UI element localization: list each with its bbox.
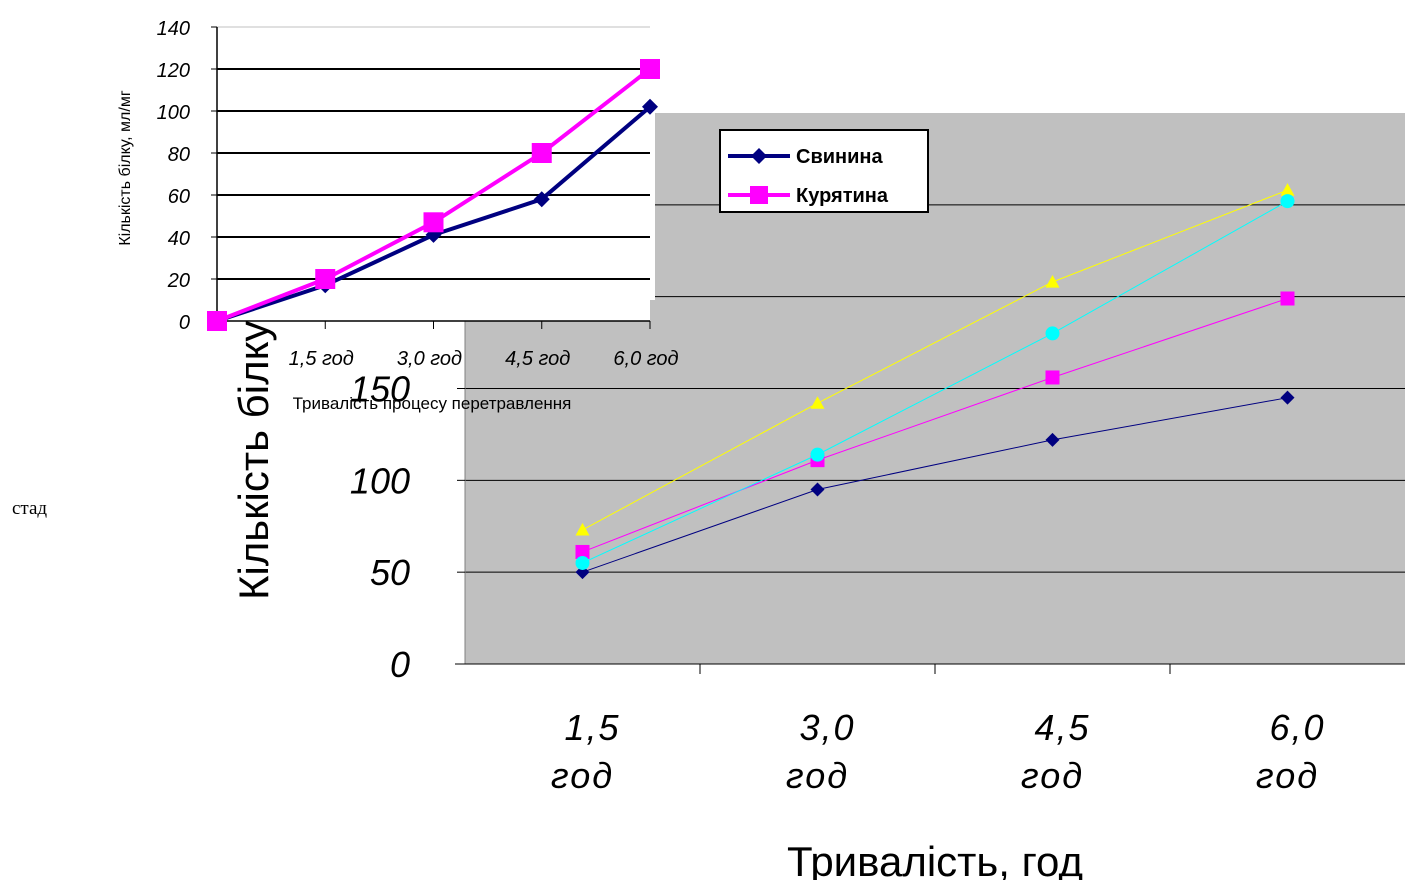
x-tick-label: 4,5 год — [505, 348, 570, 370]
series-line — [582, 298, 1288, 553]
y-tick-label: 120 — [157, 60, 190, 82]
stray-text: стад — [12, 498, 48, 519]
data-point — [810, 396, 825, 409]
x-tick-label: 1,5 — [564, 707, 620, 748]
series-line — [582, 200, 1288, 564]
data-point — [575, 544, 590, 559]
x-axis-title: Тривалість процесу перетравлення — [293, 394, 572, 413]
data-point — [533, 191, 550, 208]
legend: Свинина Курятина — [719, 129, 929, 213]
series-line — [582, 397, 1288, 573]
y-tick-label: 60 — [168, 186, 190, 208]
data-point — [1280, 390, 1295, 405]
y-tick-label: 100 — [157, 102, 190, 124]
y-axis-title: Кількість білку, мл/мг — [117, 90, 134, 246]
x-tick-label: год — [1021, 755, 1084, 796]
legend-marker — [750, 186, 768, 204]
data-point — [1280, 291, 1295, 306]
data-point — [315, 269, 336, 289]
legend-label: Свинина — [796, 146, 883, 168]
data-point — [1045, 370, 1060, 385]
data-point — [640, 59, 660, 79]
data-point — [810, 482, 825, 497]
small-chart: 0 20 40 60 80 100 120 140 1,5 год 3,0 год 4,5 год 6… — [0, 0, 929, 413]
data-point — [1045, 326, 1060, 341]
y-tick-label: 80 — [168, 144, 190, 166]
x-tick-label: 6,0 — [1269, 707, 1325, 748]
data-point — [531, 143, 552, 163]
series-line — [582, 189, 1288, 531]
data-point — [1280, 194, 1295, 209]
y-tick-label: 20 — [167, 270, 190, 292]
x-tick-label: год — [786, 755, 849, 796]
x-tick-label: 3,0 год — [397, 348, 462, 370]
y-axis-title: Кількість білку — [230, 321, 277, 600]
x-tick-label: год — [1256, 755, 1319, 796]
y-tick-label: 100 — [350, 460, 410, 501]
plot-area — [217, 27, 650, 321]
data-point — [1045, 274, 1060, 288]
y-tick-label: 150 — [350, 369, 410, 410]
x-tick-label: год — [551, 755, 614, 796]
data-point — [1045, 432, 1060, 447]
y-tick-label: 40 — [168, 228, 190, 250]
data-point — [575, 522, 590, 536]
data-point — [810, 447, 825, 462]
y-tick-label: 0 — [390, 644, 410, 685]
x-tick-label: 3,0 — [799, 707, 855, 748]
data-point — [642, 98, 658, 115]
legend-label: Курятина — [796, 185, 889, 207]
data-point — [575, 555, 590, 570]
data-point — [1280, 183, 1295, 196]
x-axis-title: Тривалість, год — [787, 838, 1083, 880]
legend-marker — [751, 148, 767, 164]
x-tick-label: 4,5 — [1034, 707, 1090, 748]
data-point — [207, 311, 227, 331]
data-point — [423, 212, 444, 233]
y-tick-label: 140 — [157, 18, 190, 40]
y-tick-label: 50 — [370, 552, 410, 593]
y-tick-label: 0 — [179, 312, 190, 334]
x-tick-label: 1,5 год — [289, 348, 354, 370]
x-tick-label: 6,0 год — [613, 348, 678, 370]
